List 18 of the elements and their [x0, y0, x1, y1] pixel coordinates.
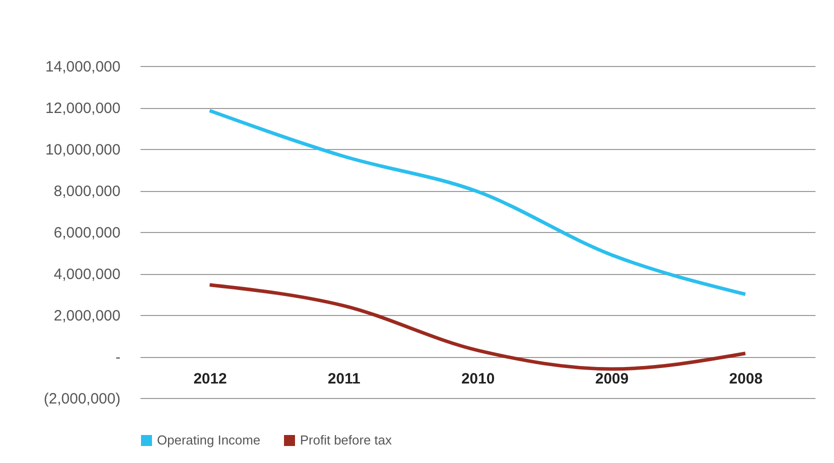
legend-label: Operating Income	[157, 432, 260, 448]
y-tick-label: 6,000,000	[54, 224, 120, 242]
line-series	[208, 283, 748, 371]
y-tick-label: -	[116, 349, 120, 366]
y-tick-label: 2,000,000	[54, 308, 120, 324]
y-tick-label: 12,000,000	[45, 100, 120, 117]
x-tick-label: 2010	[461, 370, 495, 388]
x-tick-label: 2009	[595, 370, 629, 388]
x-tick-label: 2012	[193, 370, 227, 388]
y-tick-label: 10,000,000	[45, 142, 120, 158]
y-tick-label: 8,000,000	[54, 183, 120, 200]
y-tick-label: 4,000,000	[54, 266, 120, 283]
x-tick-label: 2011	[328, 370, 360, 388]
x-tick-label: 2008	[729, 370, 763, 388]
y-tick-label: (2,000,000)	[44, 390, 120, 408]
y-tick-label: 14,000,000	[45, 58, 120, 76]
legend-label: Profit before tax	[300, 432, 392, 448]
line-series	[208, 108, 748, 296]
